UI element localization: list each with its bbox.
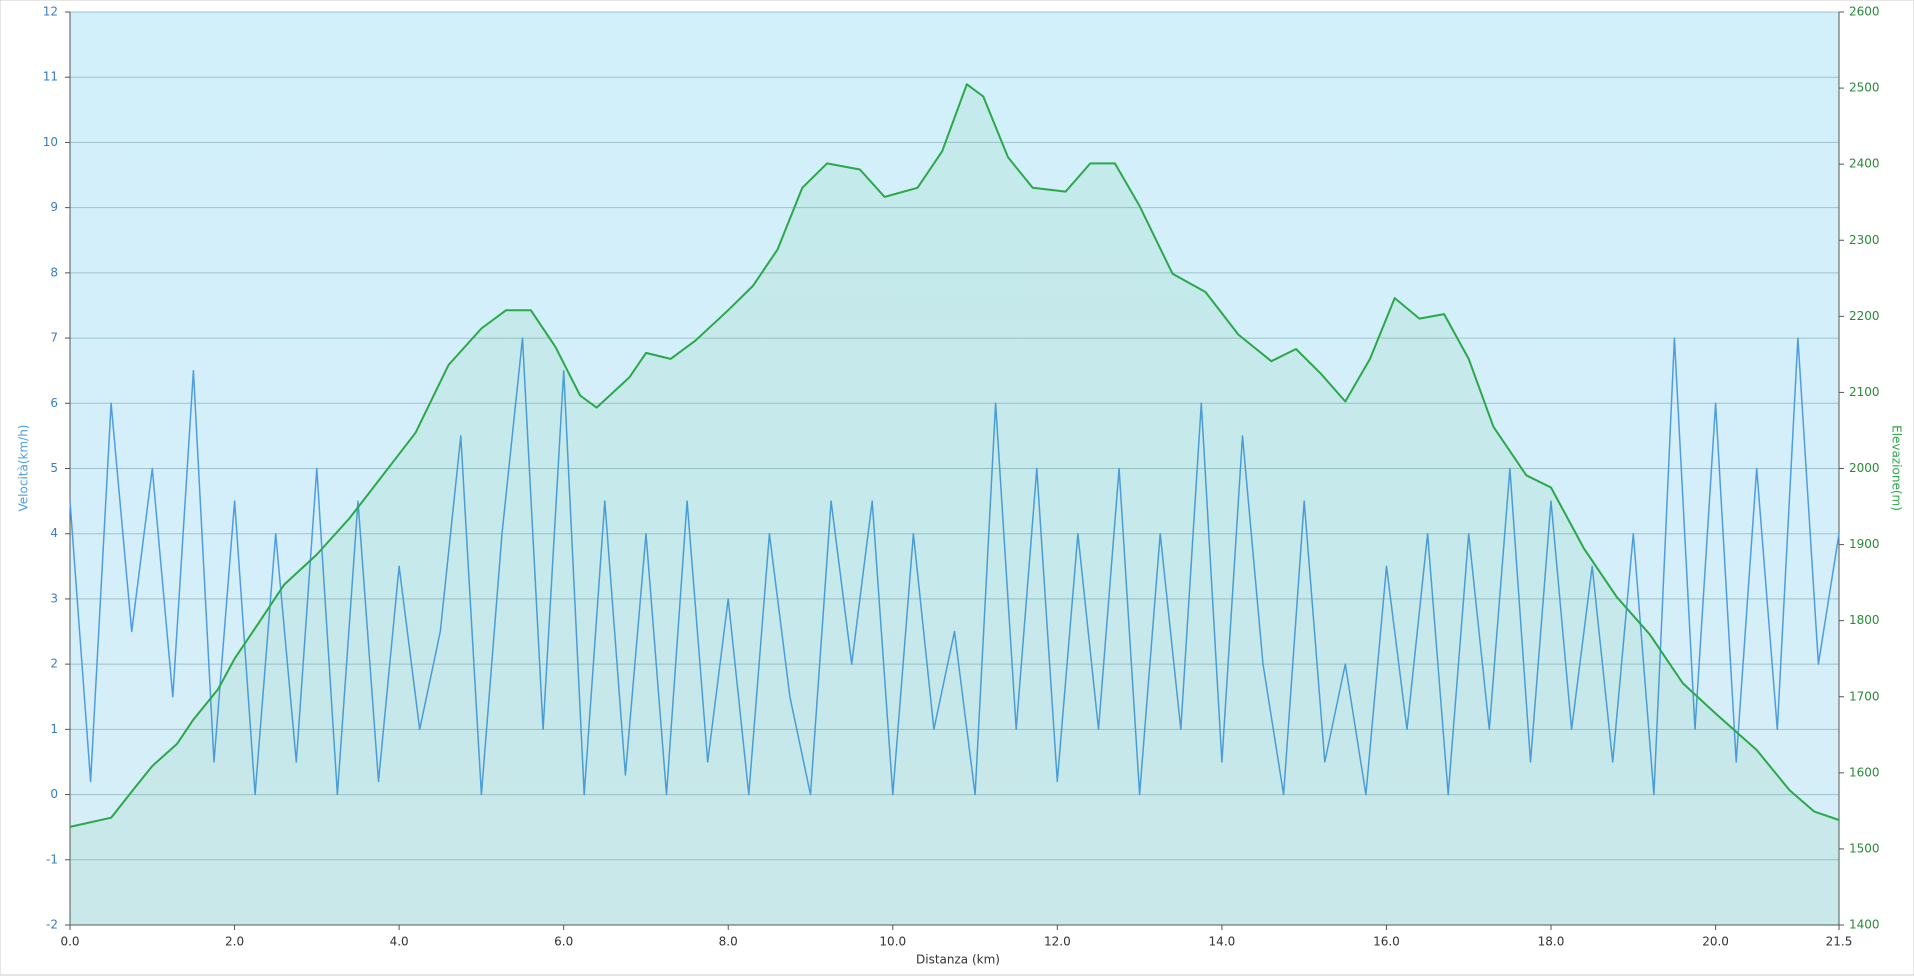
line [69, 83, 1840, 828]
x-axis-label: Distanza (km) [916, 953, 1000, 967]
x-tick-label: 14.0 [1209, 935, 1236, 949]
y2-tick-label: 2600 [1849, 5, 1880, 19]
y-tick-label: -2 [46, 918, 58, 932]
x-tick-label: 2.0 [225, 935, 244, 949]
y2-tick-label: 2500 [1849, 81, 1880, 95]
x-tick-label: 8.0 [719, 935, 738, 949]
y2-tick-label: 2000 [1849, 461, 1880, 475]
y-tick-label: 6 [50, 396, 58, 410]
x-tick-label: 20.0 [1702, 935, 1729, 949]
y-tick-label: 7 [50, 331, 58, 345]
y-tick-label: -1 [46, 852, 58, 866]
y2-axis-label: Elevazione(m) [1890, 425, 1904, 511]
y2-tick-label: 2300 [1849, 233, 1880, 247]
x-tick-label: 6.0 [554, 935, 573, 949]
y2-tick-label: 2200 [1849, 309, 1880, 323]
y2-tick-label: 1400 [1849, 918, 1880, 932]
y-tick-label: 4 [50, 526, 58, 540]
y2-tick-label: 2100 [1849, 385, 1880, 399]
y-tick-label: 0 [50, 787, 58, 801]
y-tick-label: 11 [43, 70, 58, 84]
y-tick-label: 12 [43, 5, 58, 19]
y2-tick-label: 1900 [1849, 537, 1880, 551]
x-tick-label: 10.0 [879, 935, 906, 949]
x-tick-label: 0.0 [60, 935, 79, 949]
area [70, 84, 1839, 926]
y-tick-label: 5 [50, 461, 58, 475]
y-axis-label: Velocità(km/h) [17, 425, 31, 512]
y-tick-label: 9 [50, 200, 58, 214]
line [69, 337, 1840, 796]
y-tick-label: 8 [50, 265, 58, 279]
y-tick-label: 3 [50, 591, 58, 605]
x-tick-label: 16.0 [1373, 935, 1400, 949]
x-tick-label: 12.0 [1044, 935, 1071, 949]
y2-tick-label: 1600 [1849, 765, 1880, 779]
y2-tick-label: 2400 [1849, 157, 1880, 171]
y2-tick-label: 1800 [1849, 613, 1880, 627]
x-tick-label: 18.0 [1538, 935, 1565, 949]
x-tick-label: 4.0 [390, 935, 409, 949]
y-tick-label: 2 [50, 657, 58, 671]
y-tick-label: 1 [50, 722, 58, 736]
y-tick-label: 10 [43, 135, 58, 149]
x-tick-label: 21.5 [1826, 935, 1853, 949]
y2-tick-label: 1500 [1849, 841, 1880, 855]
y2-tick-label: 1700 [1849, 689, 1880, 703]
